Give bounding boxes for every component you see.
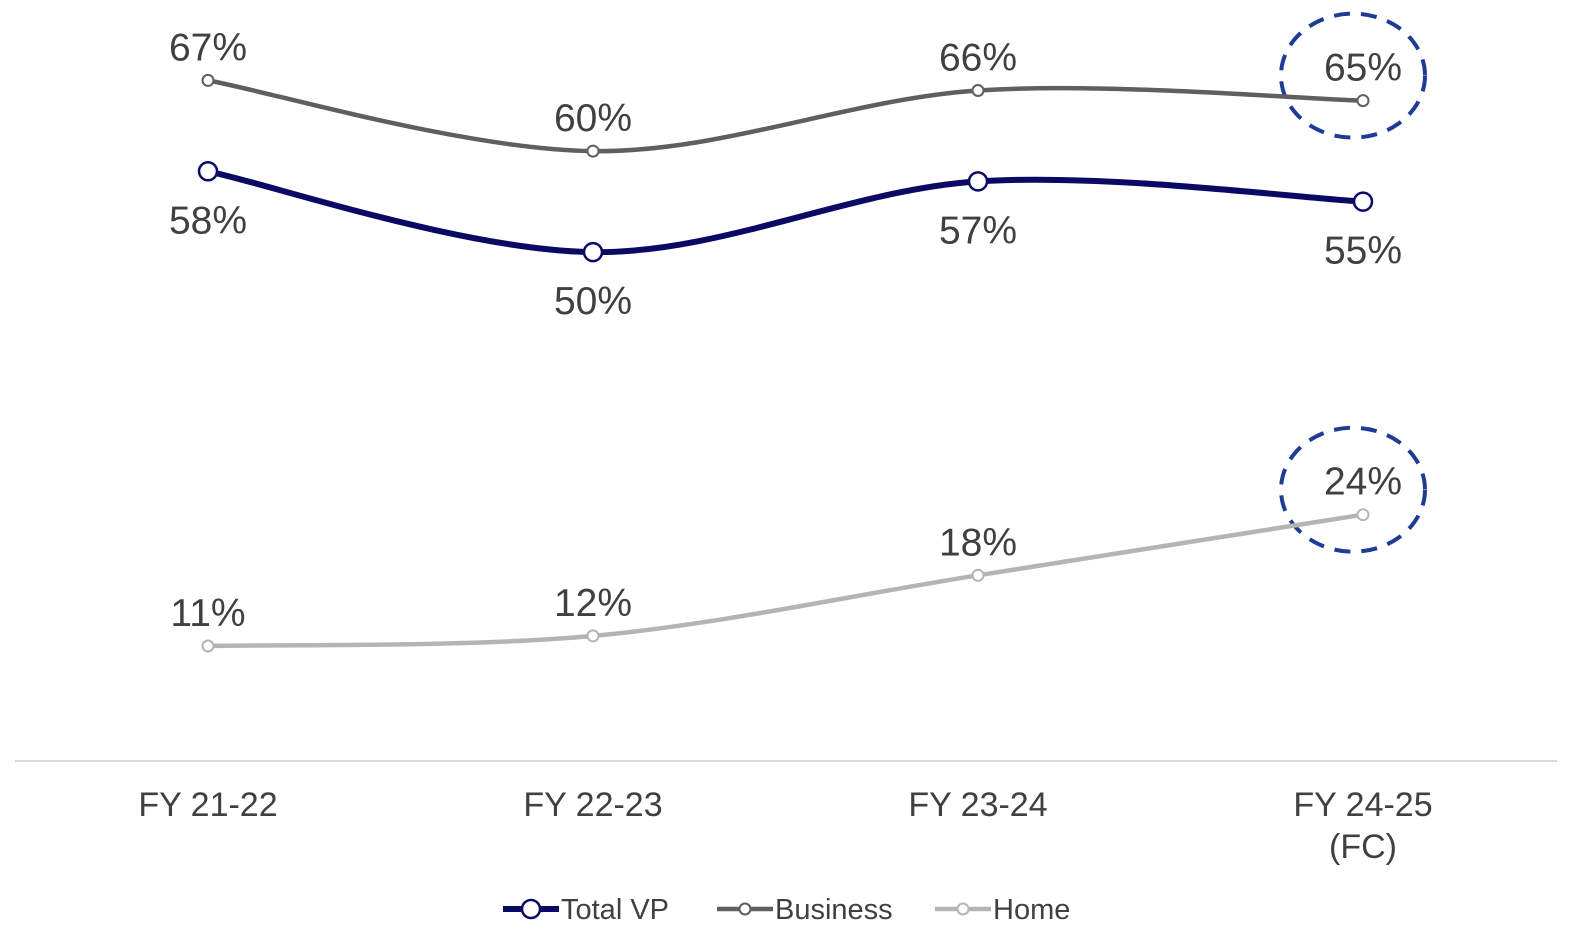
data-point-total-vp bbox=[582, 241, 604, 263]
data-point-business bbox=[1356, 94, 1370, 108]
data-point-total-vp bbox=[1352, 191, 1374, 212]
legend-marker-home bbox=[956, 902, 970, 916]
data-point-total-vp bbox=[197, 161, 219, 182]
highlight-circles bbox=[1279, 11, 1427, 554]
x-tick-label: FY 22-23 bbox=[523, 786, 662, 824]
legend-item-total-vp: Total VP bbox=[503, 894, 669, 926]
data-label-total-vp: 58% bbox=[169, 199, 247, 242]
data-point-home bbox=[201, 639, 215, 653]
x-tick-label: FY 23-24 bbox=[908, 786, 1047, 824]
x-tick-label: FY 21-22 bbox=[138, 786, 277, 824]
data-labels: 58% 50% 57% 55% 67% 60% 66% 65% 11% 12% 18% 24% bbox=[169, 26, 1402, 635]
data-label-home: 24% bbox=[1324, 461, 1402, 504]
data-label-business: 60% bbox=[554, 97, 632, 140]
data-point-business bbox=[971, 84, 985, 97]
data-label-home: 18% bbox=[939, 521, 1017, 564]
x-axis-tick-labels: FY 21-22 FY 22-23 FY 23-24 FY 24-25 (FC) bbox=[138, 786, 1432, 866]
series-line-home bbox=[207, 512, 1364, 649]
legend-label: Home bbox=[993, 894, 1070, 926]
legend-marker-total-vp bbox=[520, 898, 542, 920]
legend-label: Business bbox=[775, 894, 893, 926]
series-line-total-vp bbox=[207, 168, 1364, 256]
series-line-business bbox=[207, 78, 1364, 154]
data-point-total-vp bbox=[967, 171, 989, 192]
data-label-home: 12% bbox=[554, 582, 632, 625]
data-label-business: 67% bbox=[169, 26, 247, 69]
data-point-business bbox=[201, 73, 215, 87]
highlight-circle-home bbox=[1279, 425, 1427, 554]
data-point-home bbox=[971, 568, 985, 582]
data-point-business bbox=[586, 144, 600, 158]
data-label-total-vp: 50% bbox=[554, 280, 632, 323]
series-lines bbox=[207, 78, 1364, 649]
data-point-home bbox=[1356, 508, 1370, 522]
series-markers bbox=[197, 73, 1374, 653]
legend: Total VP Business Home bbox=[503, 894, 1070, 926]
legend-marker-business bbox=[738, 902, 752, 916]
legend-item-home: Home bbox=[935, 894, 1070, 926]
data-label-business: 65% bbox=[1324, 47, 1402, 90]
highlight-circle-business bbox=[1279, 11, 1427, 140]
data-label-total-vp: 55% bbox=[1324, 230, 1402, 273]
legend-item-business: Business bbox=[717, 894, 893, 926]
legend-label: Total VP bbox=[561, 894, 669, 926]
data-label-home: 11% bbox=[170, 592, 245, 635]
x-tick-label: (FC) bbox=[1329, 828, 1397, 866]
x-tick-label: FY 24-25 bbox=[1293, 786, 1432, 824]
data-label-business: 66% bbox=[939, 37, 1017, 80]
data-point-home bbox=[586, 629, 600, 643]
data-label-total-vp: 57% bbox=[939, 209, 1017, 252]
